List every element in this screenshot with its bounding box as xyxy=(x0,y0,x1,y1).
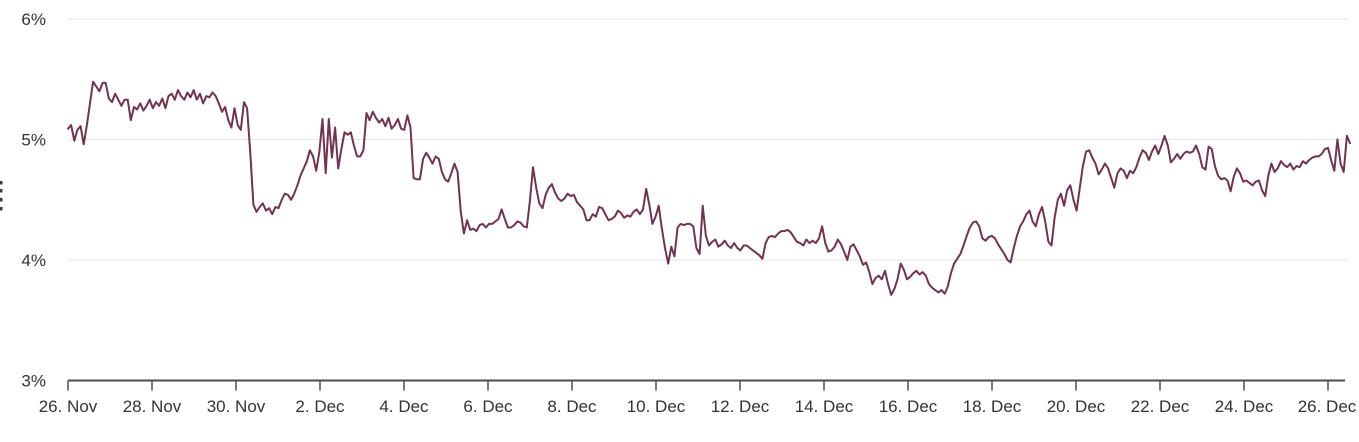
axis-title-fragment xyxy=(0,181,3,185)
x-axis-tick-label: 14. Dec xyxy=(795,397,854,416)
axis-title-fragment xyxy=(0,207,3,211)
x-axis-tick-label: 2. Dec xyxy=(295,397,345,416)
x-axis-tick-label: 16. Dec xyxy=(879,397,938,416)
axis-title-fragment xyxy=(0,189,3,193)
x-axis-tick-label: 4. Dec xyxy=(379,397,429,416)
x-axis-tick-label: 30. Nov xyxy=(207,397,266,416)
x-axis-tick-label: 26. Nov xyxy=(39,397,98,416)
x-axis-tick-label: 6. Dec xyxy=(463,397,513,416)
x-axis xyxy=(67,379,1345,391)
clipped-y-axis-title-fragment xyxy=(0,181,3,211)
x-axis-tick-label: 20. Dec xyxy=(1047,397,1106,416)
series-line xyxy=(67,80,1351,296)
y-axis-labels: 3% 4% 5% 6% xyxy=(21,10,46,391)
axis-title-fragment xyxy=(0,198,3,202)
x-axis-tick-label: 18. Dec xyxy=(963,397,1022,416)
x-axis-tick-label: 10. Dec xyxy=(627,397,686,416)
y-axis-tick-label: 5% xyxy=(21,131,46,150)
y-axis-tick-label: 6% xyxy=(21,10,46,29)
x-axis-tick-label: 24. Dec xyxy=(1215,397,1274,416)
gridlines xyxy=(68,18,1348,261)
y-axis-tick-label: 4% xyxy=(21,251,46,270)
y-axis-tick-label: 3% xyxy=(21,372,46,391)
x-axis-tick-label: 26. Dec xyxy=(1298,397,1357,416)
x-axis-tick-label: 28. Nov xyxy=(123,397,182,416)
x-axis-tick-label: 12. Dec xyxy=(711,397,770,416)
x-axis-labels: 26. Nov 28. Nov 30. Nov 2. Dec 4. Dec 6. Dec 8… xyxy=(39,397,1357,416)
series-group xyxy=(67,80,1351,296)
x-axis-tick-label: 22. Dec xyxy=(1131,397,1190,416)
x-axis-tick-label: 8. Dec xyxy=(547,397,597,416)
